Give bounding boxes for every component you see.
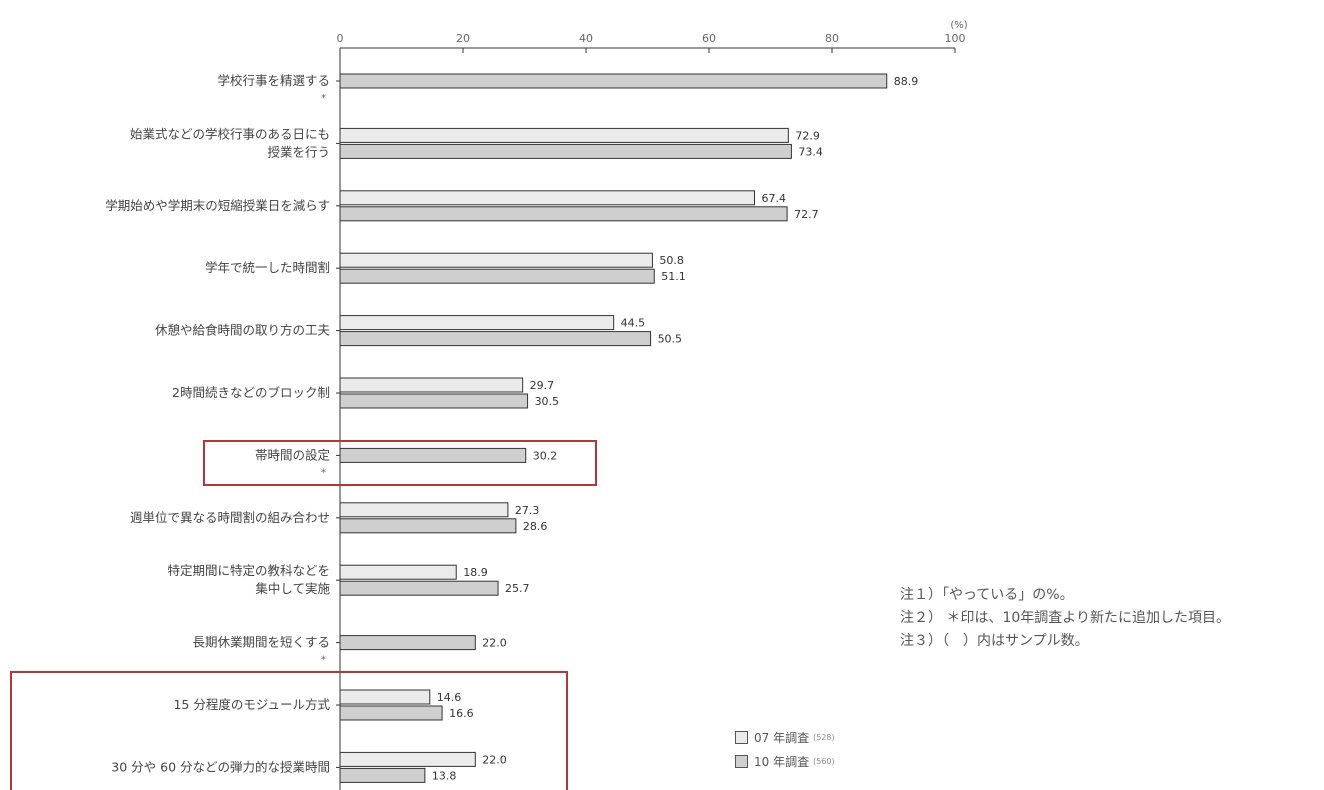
bar-value-label: 28.6: [523, 520, 548, 533]
bar-value-label: 72.7: [794, 208, 819, 221]
bar-07: [339, 315, 615, 331]
category-label: 始業式などの学校行事のある日にも: [130, 126, 330, 141]
bar-07: [339, 502, 509, 518]
bar-10: [339, 73, 888, 89]
bar-10: [339, 767, 426, 783]
bar-value-label: 44.5: [621, 317, 646, 330]
bar-value-label: 25.7: [505, 582, 530, 595]
category-label: 学期始めや学期末の短縮授業日を減らす: [105, 198, 330, 213]
new-item-mark: *: [321, 93, 326, 104]
bar-value-label: 22.0: [482, 637, 507, 650]
bar-value-label: 51.1: [661, 270, 686, 283]
bar-value-label: 29.7: [530, 379, 555, 392]
x-tick-label: 100: [945, 32, 966, 45]
note-2: 注２） ＊印は、10年調査より新たに追加した項目。: [900, 610, 1230, 626]
x-tick-label: 80: [825, 32, 839, 45]
bar-07: [339, 689, 431, 705]
x-tick-label: 60: [702, 32, 716, 45]
category-label: 30 分や 60 分などの弾力的な授業時間: [111, 759, 330, 774]
bar-value-label: 30.2: [533, 449, 558, 462]
bar-value-label: 16.6: [449, 707, 474, 720]
bar-value-label: 88.9: [894, 75, 919, 88]
highlight-box-module: [10, 671, 568, 790]
new-item-mark: *: [321, 655, 326, 666]
bar-10: [339, 143, 792, 159]
category-label: 週単位で異なる時間割の組み合わせ: [130, 510, 330, 525]
bar-value-label: 50.8: [659, 254, 684, 267]
category-label: 授業を行う: [267, 144, 330, 159]
x-tick-label: 40: [579, 32, 593, 45]
bar-value-label: 73.4: [798, 145, 823, 158]
x-tick-label: 20: [456, 32, 470, 45]
bar-value-label: 72.9: [795, 129, 820, 142]
category-label: 長期休業期間を短くする: [192, 635, 330, 650]
bar-07: [339, 377, 524, 393]
bar-07: [339, 564, 457, 580]
legend-sample-10: (560): [813, 757, 835, 766]
category-label: 特定期間に特定の教科などを: [167, 563, 330, 578]
new-item-mark: *: [321, 467, 326, 478]
legend-item-07: 07 年調査 (528): [735, 729, 835, 746]
bar-10: [339, 580, 499, 596]
bar-value-label: 67.4: [762, 192, 787, 205]
bar-07: [339, 127, 789, 143]
bar-value-label: 22.0: [482, 753, 507, 766]
bar-value-label: 50.5: [658, 333, 683, 346]
bar-10: [339, 518, 517, 534]
x-tick-label: 0: [337, 32, 344, 45]
bar-value-label: 30.5: [535, 395, 560, 408]
bar-value-label: 27.3: [515, 504, 540, 517]
note-3: 注３）（ ）内はサンプル数。: [900, 633, 1089, 649]
legend-item-10: 10 年調査 (560): [735, 753, 835, 770]
legend-swatch-07: [735, 731, 748, 744]
bar-10: [339, 331, 652, 347]
category-label: 2時間続きなどのブロック制: [172, 385, 330, 400]
note-1: 注１）「やっている」の%。: [900, 587, 1074, 603]
bar-07: [339, 751, 476, 767]
bar-07: [339, 190, 756, 206]
bar-07: [339, 252, 653, 268]
x-unit-label: (%): [950, 20, 967, 31]
bar-10: [339, 206, 788, 222]
category-label: 学年で統一した時間割: [205, 260, 330, 275]
bar-value-label: 14.6: [437, 691, 462, 704]
bar-value-label: 18.9: [463, 566, 488, 579]
legend-swatch-10: [735, 755, 748, 768]
bar-10: [339, 635, 476, 651]
category-label: 集中して実施: [255, 581, 330, 596]
category-label: 休憩や給食時間の取り方の工夫: [155, 323, 331, 338]
highlight-box-obi: [203, 440, 597, 486]
category-label: 学校行事を精選する: [217, 73, 330, 88]
bar-10: [339, 393, 529, 409]
legend-label-07: 07 年調査: [754, 731, 810, 745]
category-label: 15 分程度のモジュール方式: [173, 697, 330, 712]
bar-value-label: 13.8: [432, 769, 457, 782]
bar-10: [339, 705, 443, 721]
legend-label-10: 10 年調査: [754, 755, 810, 769]
legend-sample-07: (528): [813, 733, 835, 742]
bar-10: [339, 268, 655, 284]
category-label: 帯時間の設定: [255, 447, 330, 462]
